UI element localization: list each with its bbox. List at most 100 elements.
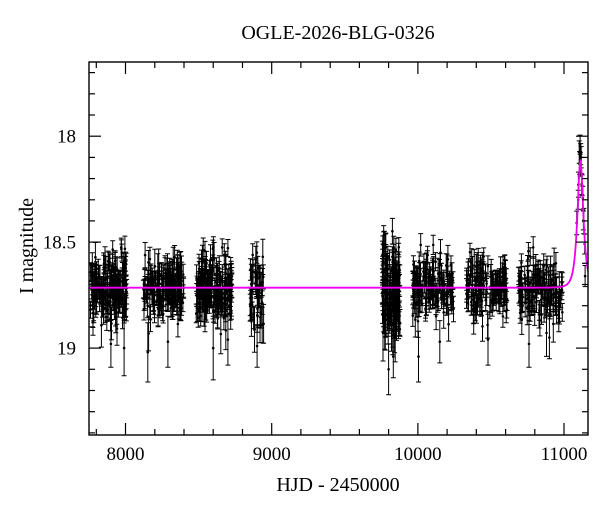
y-tick-label: 18.5 [43,233,76,254]
data-point [479,277,483,280]
data-point [386,255,390,259]
data-point [551,297,555,300]
data-point [397,246,401,249]
season-2-points [140,242,187,383]
data-point [527,249,530,253]
data-point [199,314,202,318]
data-point [220,246,224,249]
data-point [123,247,127,251]
data-point [146,304,149,307]
data-point [539,283,542,287]
data-point [438,275,441,278]
data-point [394,248,398,251]
data-point [106,259,110,263]
y-axis-title: I magnitude [16,198,38,294]
data-point [181,301,185,305]
data-point [469,269,472,272]
data-point [417,355,420,358]
data-point [224,305,227,309]
data-point [545,331,548,335]
data-point [108,261,112,264]
data-point [472,308,475,311]
data-point [195,293,198,297]
data-point [219,332,223,336]
data-point [579,152,582,156]
plot-frame [88,61,589,436]
data-point [108,304,112,307]
data-point [390,291,394,294]
data-point [561,281,564,284]
data-point [426,253,429,257]
data-point [468,281,471,285]
data-point [256,314,259,318]
data-point [149,317,152,321]
data-point [226,299,229,302]
data-point [109,342,113,346]
data-point [391,229,394,233]
data-point [386,292,390,296]
data-point [211,346,215,350]
data-point [416,320,420,323]
data-point [160,305,163,308]
data-point [179,307,183,311]
data-point [211,268,214,272]
data-point [504,277,507,281]
data-point [208,273,212,277]
data-point [156,307,160,311]
data-point [480,268,484,272]
data-point [444,264,448,267]
data-point [102,296,105,299]
data-point [113,259,117,263]
data-point [431,243,435,247]
data-point [198,302,202,305]
data-point [156,269,160,273]
data-point [381,270,384,274]
data-point [98,301,101,304]
data-point [466,302,470,305]
data-point [259,311,263,314]
data-point [197,271,201,275]
data-point [431,272,435,276]
data-point [104,290,108,294]
data-point [218,277,221,281]
data-point [533,273,537,276]
data-point [557,314,561,317]
data-point [221,301,224,305]
data-point [228,288,231,292]
data-point [386,312,389,316]
data-point [153,264,157,268]
data-point [412,263,415,266]
data-point [434,315,438,318]
data-point [166,293,169,296]
data-point [160,269,163,273]
data-point [392,282,396,286]
data-point [433,295,437,298]
x-axis-title: HJD - 2450000 [276,474,399,496]
data-point [427,290,430,294]
data-point [260,291,263,295]
data-point [470,304,474,308]
data-point [167,271,170,274]
data-point [111,284,114,288]
data-point [447,322,450,326]
data-point [548,274,552,277]
data-point [555,313,558,317]
data-point [546,301,549,304]
data-point [417,302,420,306]
data-point [176,291,179,294]
data-point [482,284,485,287]
data-point [554,262,558,265]
data-point [417,259,421,263]
data-point [451,297,455,300]
data-point [250,320,253,323]
data-point [526,276,529,280]
data-point [486,338,490,341]
data-point [172,280,176,284]
data-point [392,355,395,358]
data-point [520,261,523,264]
data-point [482,255,486,258]
data-point [194,312,198,315]
data-point [208,299,211,302]
data-point [523,273,526,277]
data-point [224,262,227,266]
